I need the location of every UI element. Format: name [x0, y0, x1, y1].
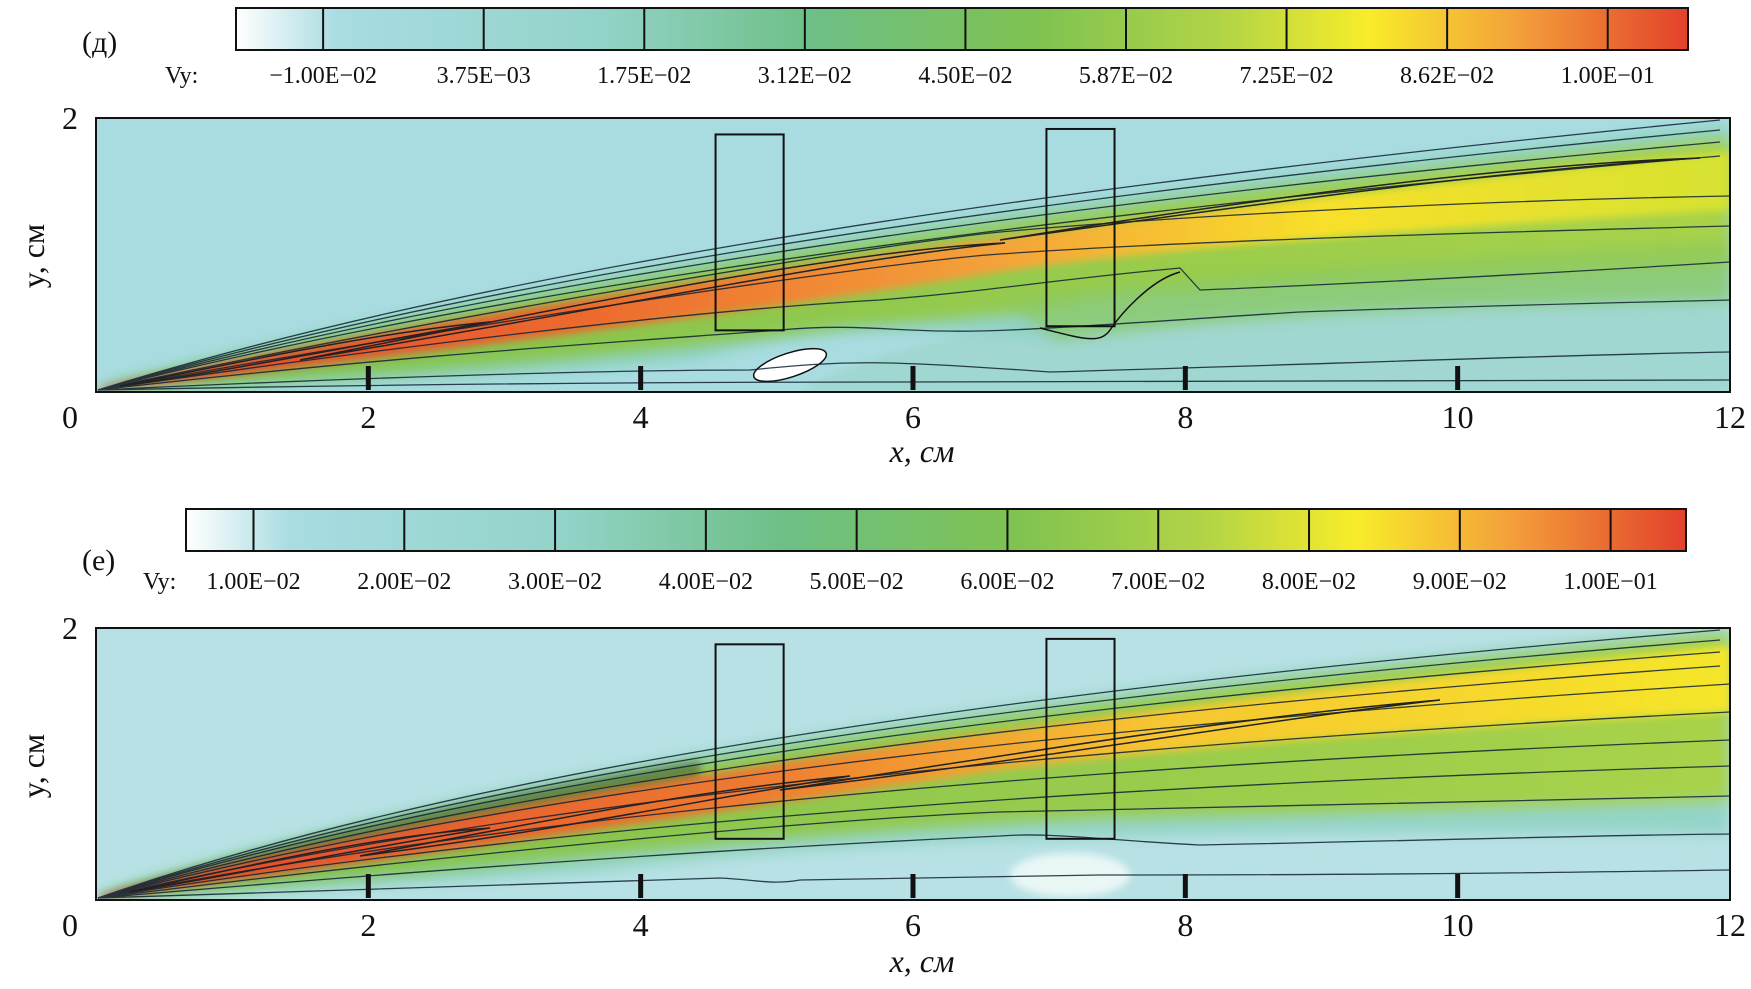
- colorbar-tick-label: 7.25E−02: [1239, 63, 1333, 89]
- y-axis-label: y, см: [15, 224, 51, 288]
- colorbar-tick-label: 2.00E−02: [357, 569, 451, 595]
- colorbar-variable-label: Vy:: [143, 569, 176, 595]
- colorbar-bar: [235, 7, 1689, 51]
- colorbar-tick-label: 8.00E−02: [1262, 569, 1356, 595]
- panel-label: (д): [82, 26, 117, 59]
- colorbar-tick-label: 3.00E−02: [508, 569, 602, 595]
- plot-frame: [95, 117, 1731, 393]
- panel-2: (е) Vy: 1.00E−02 2.00E−02 3.00E−02 4.00E−02…: [15, 508, 1746, 979]
- colorbar-tick-label: 4.50E−02: [918, 63, 1012, 89]
- y-tick-labels: 2: [62, 100, 78, 136]
- colorbar-tick-labels: 1.00E−02 2.00E−02 3.00E−02 4.00E−02 5.00E−02…: [206, 569, 1657, 595]
- obstacles: [714, 127, 1116, 332]
- colorbar-tick-label: 1.75E−02: [597, 63, 691, 89]
- x-tick-label: 12: [1714, 907, 1746, 943]
- wall-tick: [1455, 874, 1461, 898]
- panel-label: (е): [82, 544, 115, 577]
- wall-tick: [365, 874, 371, 898]
- wall-tick: [638, 366, 644, 390]
- wall-tick: [1182, 874, 1188, 898]
- x-tick-label: 6: [905, 399, 921, 435]
- colorbar-tick-label: 9.00E−02: [1413, 569, 1507, 595]
- x-tick-label: 0: [62, 907, 78, 943]
- plot-area: 0 2 4 6 8 10 12 2 x, см y, см: [15, 100, 1746, 469]
- colorbar-tick-label: 1.00E−02: [206, 569, 300, 595]
- colorbar-tick-label: 1.00E−01: [1561, 63, 1655, 89]
- x-tick-labels: 0 2 4 6 8 10 12: [62, 907, 1746, 943]
- x-tick-label: 10: [1442, 907, 1474, 943]
- x-tick-label: 6: [905, 907, 921, 943]
- colorbar-tick-label: 6.00E−02: [960, 569, 1054, 595]
- colorbar-tick-label: 7.00E−02: [1111, 569, 1205, 595]
- x-tick-label: 10: [1442, 399, 1474, 435]
- contour-field: [96, 118, 1730, 392]
- wall-tick: [910, 874, 916, 898]
- colorbar-tick-label: 1.00E−01: [1564, 569, 1658, 595]
- plot-area: 0 2 4 6 8 10 12 2 x, см y, см: [15, 610, 1746, 979]
- colorbar-dividers: [322, 8, 1609, 50]
- colorbar-bar: [185, 508, 1687, 552]
- colorbar-tick-label: 8.62E−02: [1400, 63, 1494, 89]
- x-tick-label: 8: [1177, 907, 1193, 943]
- colorbar-tick-label: −1.00E−02: [269, 63, 377, 89]
- x-tick-label: 2: [360, 907, 376, 943]
- wall-tick: [910, 366, 916, 390]
- y-tick-label: 2: [62, 610, 78, 646]
- colorbar-tick-label: 3.75E−03: [437, 63, 531, 89]
- y-tick-labels: 2: [62, 610, 78, 646]
- wall-tick: [1455, 366, 1461, 390]
- colorbar-tick-label: 4.00E−02: [659, 569, 753, 595]
- x-tick-label: 4: [633, 399, 649, 435]
- colorbar: Vy: 1.00E−02 2.00E−02 3.00E−02 4.00E−02 5.00…: [143, 508, 1687, 595]
- x-tick-label: 12: [1714, 399, 1746, 435]
- x-tick-label: 4: [633, 907, 649, 943]
- colorbar-tick-label: 5.00E−02: [810, 569, 904, 595]
- y-tick-label: 2: [62, 100, 78, 136]
- x-axis-label: x, см: [889, 943, 955, 979]
- plot-frame: [95, 627, 1731, 901]
- obstacles: [714, 637, 1116, 840]
- contour-field: [96, 628, 1730, 900]
- colorbar-tick-label: 5.87E−02: [1079, 63, 1173, 89]
- x-tick-label: 8: [1177, 399, 1193, 435]
- x-tick-label: 0: [62, 399, 78, 435]
- colorbar-dividers: [252, 509, 1612, 551]
- x-axis-label: x, см: [889, 433, 955, 469]
- obstacle-block-2: [1045, 127, 1116, 328]
- obstacle-block-1: [714, 643, 785, 840]
- panel-1: (д) Vy: −1.00E−02 3.75E−03 1.75E−02 3.12E−0…: [15, 7, 1746, 469]
- colorbar: Vy: −1.00E−02 3.75E−03 1.75E−02 3.12E−02 4.5…: [165, 7, 1689, 89]
- colorbar-variable-label: Vy:: [165, 63, 198, 89]
- colorbar-tick-label: 3.12E−02: [758, 63, 852, 89]
- wall-tick: [1182, 366, 1188, 390]
- wall-ticks: [365, 366, 1461, 390]
- wall-tick: [638, 874, 644, 898]
- colorbar-tick-labels: −1.00E−02 3.75E−03 1.75E−02 3.12E−02 4.50E−0…: [269, 63, 1655, 89]
- wall-tick: [365, 366, 371, 390]
- y-axis-label: y, см: [15, 734, 51, 798]
- wall-ticks: [365, 874, 1461, 898]
- x-tick-labels: 0 2 4 6 8 10 12: [62, 399, 1746, 435]
- obstacle-block-2: [1045, 637, 1116, 840]
- obstacle-block-1: [714, 133, 785, 332]
- x-tick-label: 2: [360, 399, 376, 435]
